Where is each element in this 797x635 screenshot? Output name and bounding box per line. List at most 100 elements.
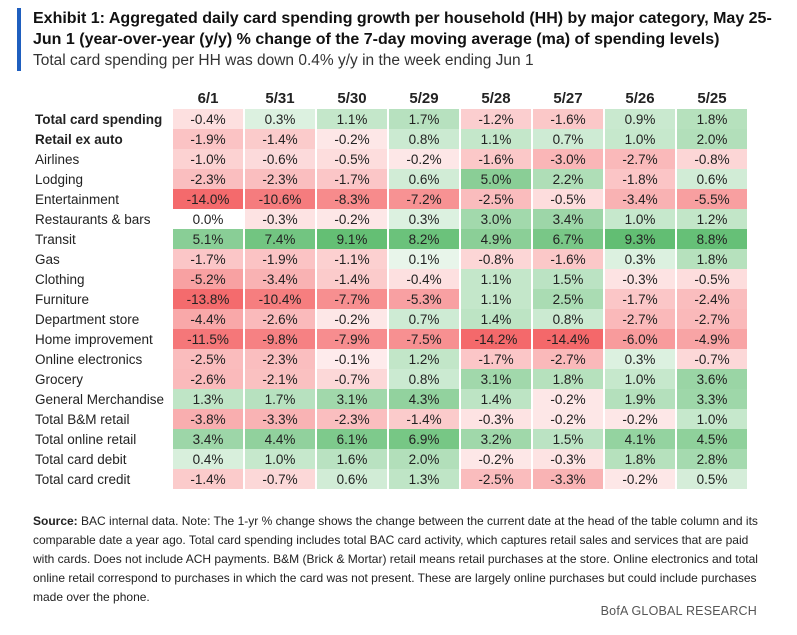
value-cell: 1.6% [317, 449, 387, 469]
corner [35, 88, 171, 109]
row-label: Gas [35, 251, 60, 267]
value-cell: -1.7% [605, 289, 675, 309]
value-cell: -2.4% [677, 289, 747, 309]
value-cell: 3.1% [317, 389, 387, 409]
value-cell: 0.8% [389, 369, 459, 389]
value-cell: -0.2% [605, 409, 675, 429]
value-cell: -14.2% [461, 329, 531, 349]
value-cell: 3.4% [533, 209, 603, 229]
value-cell: 0.3% [605, 349, 675, 369]
value-cell: 1.4% [461, 309, 531, 329]
value-cell: 9.3% [605, 229, 675, 249]
value-cell: 4.5% [677, 429, 747, 449]
value-cell: -2.5% [173, 349, 243, 369]
value-cell: -7.5% [389, 329, 459, 349]
value-cell: -2.3% [173, 169, 243, 189]
row-label: Furniture [35, 291, 90, 307]
value-cell: 0.5% [677, 469, 747, 489]
table-row: Online electronics -2.5% -2.3% -0.1% 1.2% -1.… [35, 349, 747, 369]
value-cell: -5.3% [389, 289, 459, 309]
value-cell: -14.0% [173, 189, 243, 209]
value-cell: -1.2% [461, 109, 531, 129]
value-cell: 6.7% [533, 229, 603, 249]
value-cell: -9.8% [245, 329, 315, 349]
value-cell: -0.2% [533, 409, 603, 429]
value-cell: 1.4% [461, 389, 531, 409]
subtitle: Total card spending per HH was down 0.4%… [33, 52, 534, 69]
source-label: Source: [33, 514, 78, 528]
value-cell: -1.4% [173, 469, 243, 489]
footnote: Source: BAC internal data. Note: The 1-y… [33, 512, 763, 607]
value-cell: -0.3% [533, 449, 603, 469]
value-cell: -0.8% [461, 249, 531, 269]
value-cell: 3.0% [461, 209, 531, 229]
value-cell: 0.7% [533, 129, 603, 149]
value-cell: 1.5% [533, 269, 603, 289]
value-cell: -11.5% [173, 329, 243, 349]
value-cell: 1.9% [605, 389, 675, 409]
footer: BofA GLOBAL RESEARCH [600, 604, 757, 618]
value-cell: 1.8% [677, 249, 747, 269]
value-cell: -1.4% [389, 409, 459, 429]
table-row: Gas -1.7% -1.9% -1.1% 0.1% -0.8% -1.6% 0.3% 1.8% [35, 249, 747, 269]
table-row: Home improvement -11.5% -9.8% -7.9% -7.5% -14… [35, 329, 747, 349]
value-cell: 1.8% [605, 449, 675, 469]
value-cell: -0.6% [245, 149, 315, 169]
value-cell: -2.1% [245, 369, 315, 389]
column-header: 5/29 [409, 90, 439, 107]
table-body: Total card spending -0.4% 0.3% 1.1% 1.7% -1.2… [35, 109, 747, 489]
value-cell: -1.1% [317, 249, 387, 269]
value-cell: -0.2% [317, 209, 387, 229]
value-cell: 3.6% [677, 369, 747, 389]
value-cell: -0.5% [533, 189, 603, 209]
value-cell: -6.0% [605, 329, 675, 349]
value-cell: 1.1% [461, 129, 531, 149]
row-label: Total B&M retail [35, 411, 130, 427]
row-label: Total card credit [35, 471, 131, 487]
value-cell: 0.3% [605, 249, 675, 269]
value-cell: -1.6% [461, 149, 531, 169]
table-row: Airlines -1.0% -0.6% -0.5% -0.2% -1.6% -3.0% -2… [35, 149, 747, 169]
row-label: Retail ex auto [35, 131, 123, 147]
value-cell: -0.3% [605, 269, 675, 289]
value-cell: 0.6% [389, 169, 459, 189]
heatmap-table: 6/1 5/31 5/30 5/29 5/28 5/27 5/26 5/25 Total ca… [33, 88, 749, 489]
value-cell: 0.3% [389, 209, 459, 229]
value-cell: 0.6% [677, 169, 747, 189]
table-row: Total card spending -0.4% 0.3% 1.1% 1.7% -1.2… [35, 109, 747, 129]
column-header: 5/28 [481, 90, 511, 107]
header: Exhibit 1: Aggregated daily card spendin… [17, 8, 793, 71]
value-cell: -2.5% [461, 469, 531, 489]
value-cell: -0.5% [317, 149, 387, 169]
value-cell: 2.2% [533, 169, 603, 189]
table-row: Grocery -2.6% -2.1% -0.7% 0.8% 3.1% 1.8% 1.0% 3.… [35, 369, 747, 389]
row-label: Home improvement [35, 331, 153, 347]
table-row: Department store -4.4% -2.6% -0.2% 0.7% 1.4% 0… [35, 309, 747, 329]
value-cell: -0.2% [317, 129, 387, 149]
value-cell: -5.5% [677, 189, 747, 209]
value-cell: -1.9% [173, 129, 243, 149]
value-cell: -1.4% [245, 129, 315, 149]
column-header: 5/27 [553, 90, 583, 107]
value-cell: 1.0% [605, 129, 675, 149]
table-row: General Merchandise 1.3% 1.7% 3.1% 4.3% 1.4% -… [35, 389, 747, 409]
value-cell: 8.2% [389, 229, 459, 249]
value-cell: -0.2% [461, 449, 531, 469]
row-label: Lodging [35, 171, 84, 187]
value-cell: -0.2% [317, 309, 387, 329]
value-cell: 5.1% [173, 229, 243, 249]
value-cell: 6.1% [317, 429, 387, 449]
value-cell: 1.7% [389, 109, 459, 129]
value-cell: -2.5% [461, 189, 531, 209]
table-row: Transit 5.1% 7.4% 9.1% 8.2% 4.9% 6.7% 9.3% 8.8% [35, 229, 747, 249]
table-row: Entertainment -14.0% -10.6% -8.3% -7.2% -2.5%… [35, 189, 747, 209]
value-cell: -0.3% [461, 409, 531, 429]
row-label: Restaurants & bars [35, 211, 151, 227]
table-row: Total online retail 3.4% 4.4% 6.1% 6.9% 3.2% 1… [35, 429, 747, 449]
value-cell: -3.3% [533, 469, 603, 489]
value-cell: 1.0% [605, 369, 675, 389]
value-cell: 2.0% [389, 449, 459, 469]
value-cell: -1.0% [173, 149, 243, 169]
title: Exhibit 1: Aggregated daily card spendin… [33, 10, 772, 48]
